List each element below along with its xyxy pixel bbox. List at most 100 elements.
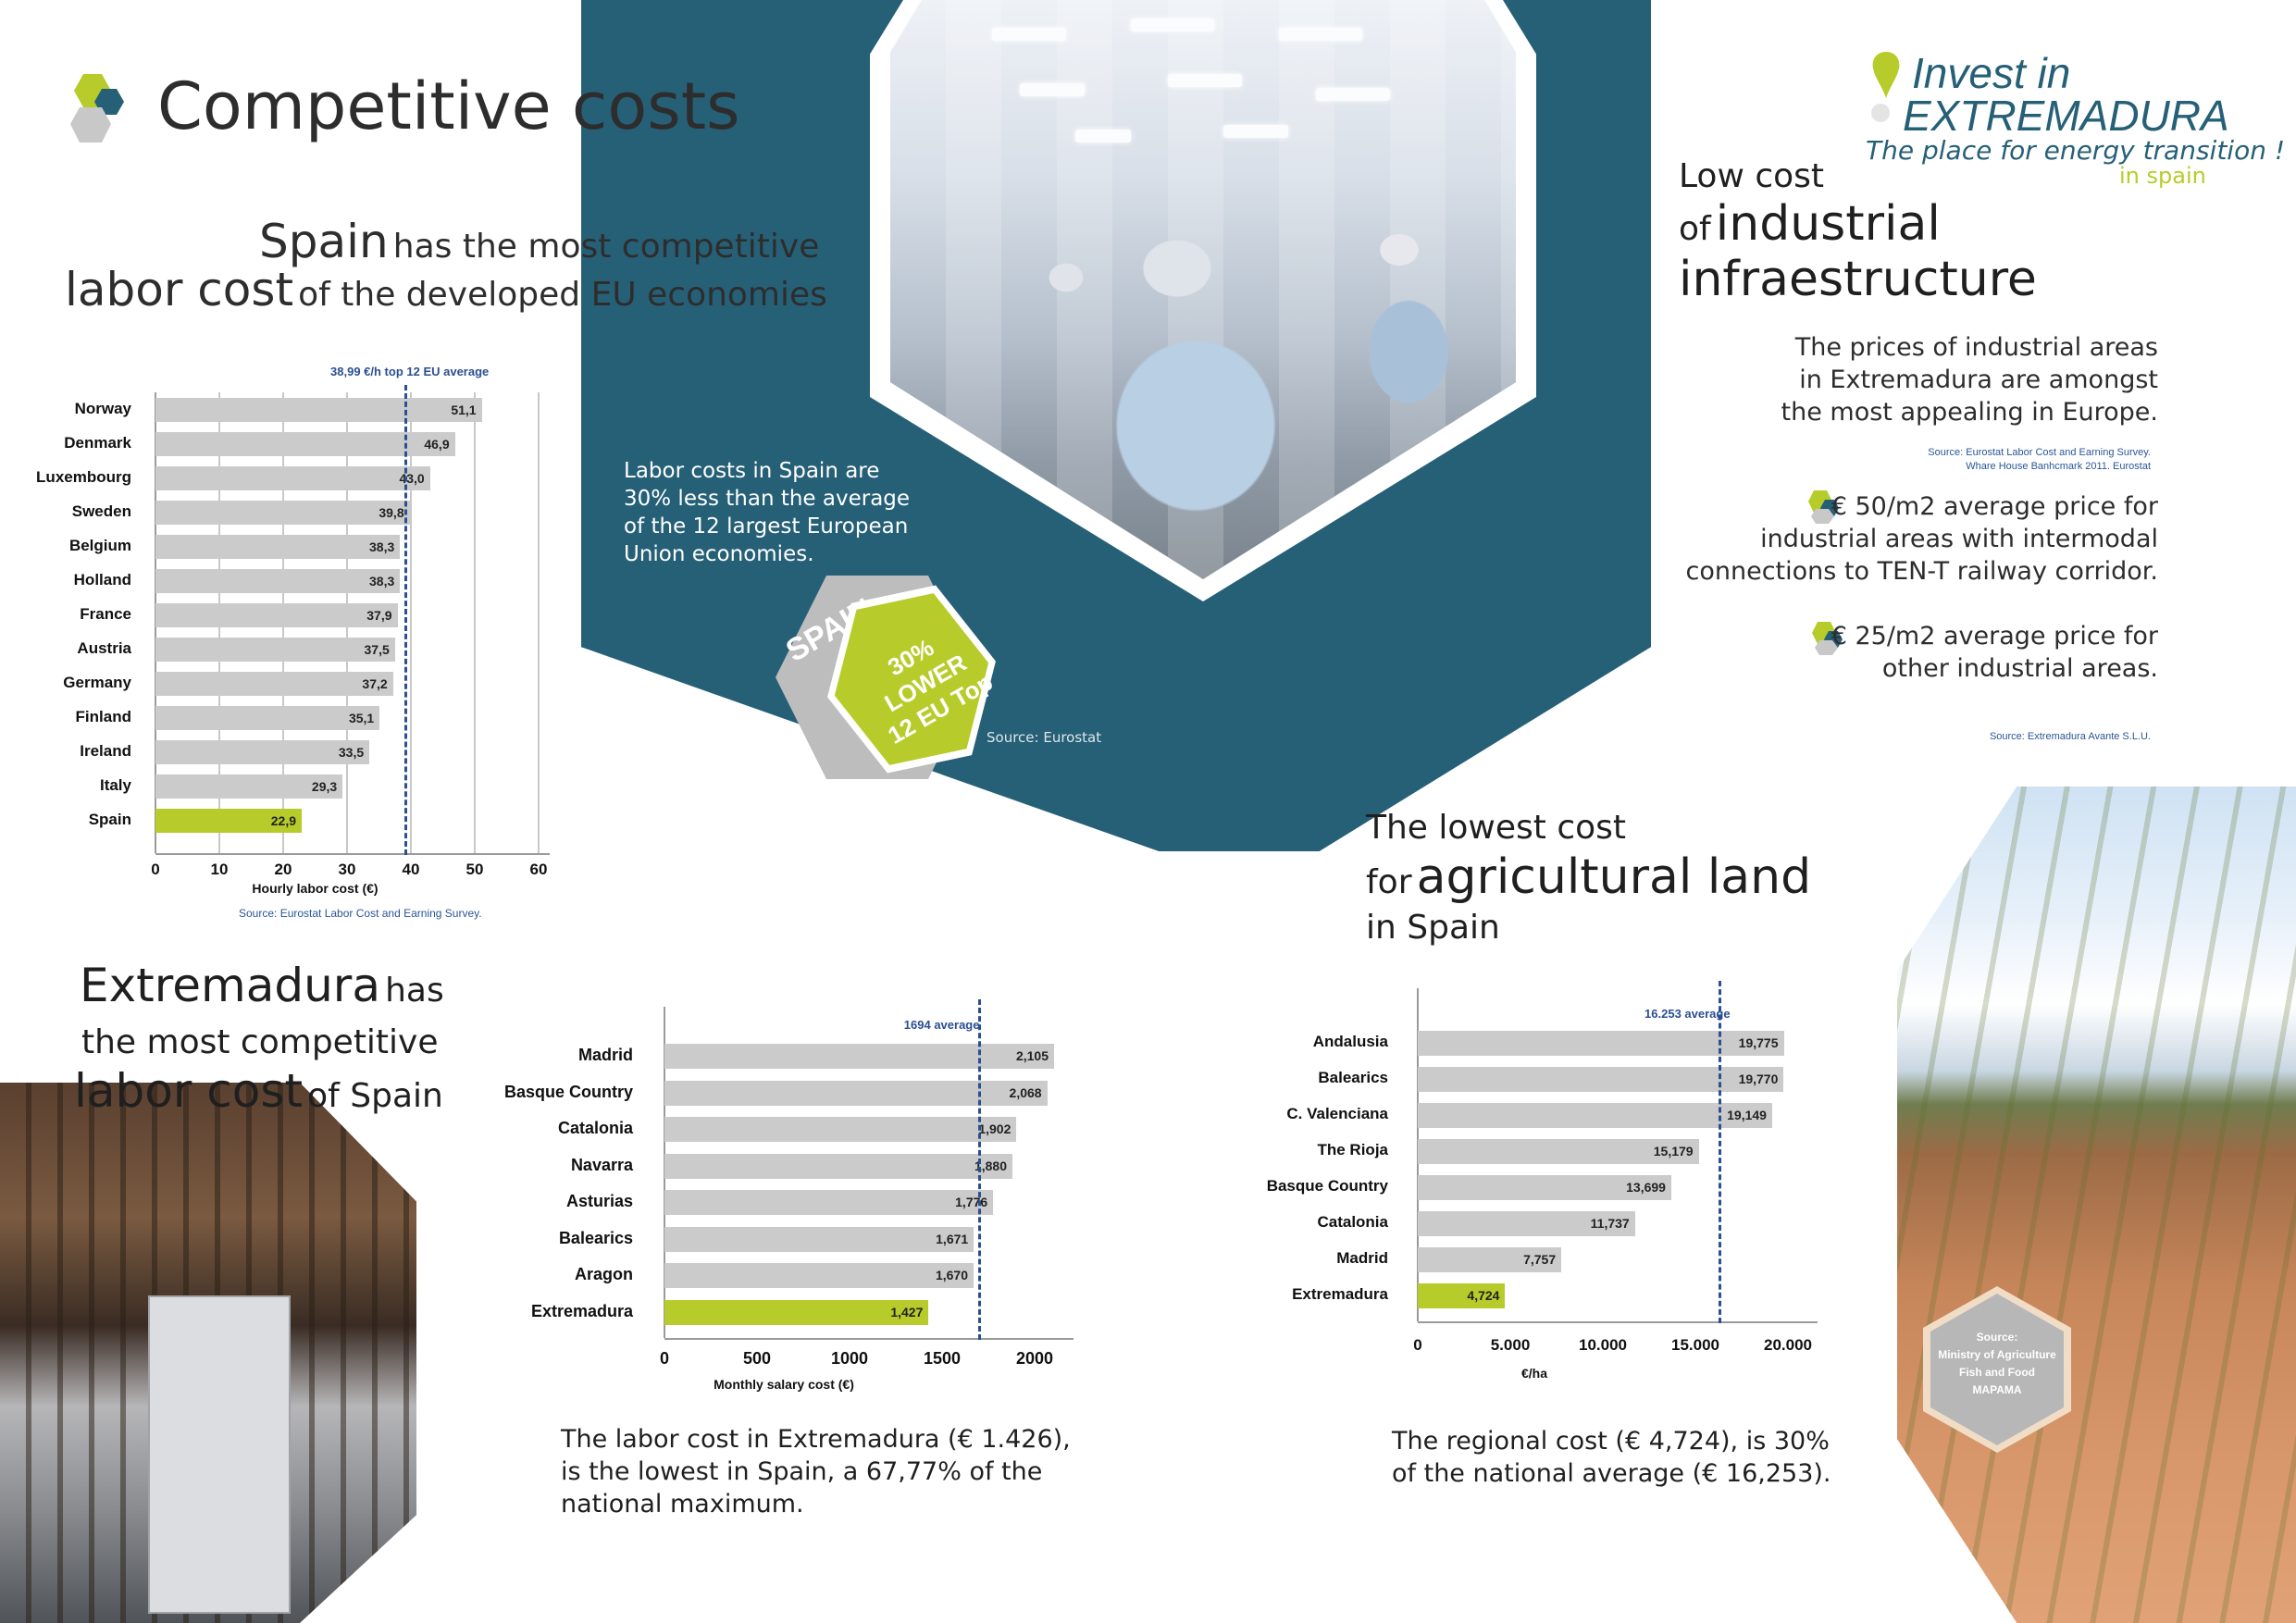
bullet2-line: € 25/m2 average price for xyxy=(1831,622,2158,650)
bar-value-label: 37,2 xyxy=(362,676,388,691)
category-label: Andalusia xyxy=(1312,1033,1388,1050)
category-label: The Rioja xyxy=(1317,1141,1388,1158)
average-line xyxy=(1719,981,1722,1323)
category-label: Extremadura xyxy=(1292,1285,1388,1303)
source-hex-line: Ministry of Agriculture xyxy=(1938,1348,2056,1361)
spain-heading-line1: Spain has the most competitive xyxy=(259,215,819,268)
category-label: Balearics xyxy=(558,1228,633,1247)
bar xyxy=(155,706,380,730)
x-tick-label: 20.000 xyxy=(1764,1336,1812,1354)
category-label: Madrid xyxy=(577,1046,633,1064)
bar-value-label: 1,880 xyxy=(974,1158,1007,1173)
category-label: Austria xyxy=(77,639,131,657)
category-label: Aragon xyxy=(575,1265,633,1283)
source-hex-line: Source: xyxy=(1976,1331,2018,1344)
callout-line: Union economies. xyxy=(624,542,814,566)
category-label: Finland xyxy=(75,708,131,725)
average-line xyxy=(977,999,981,1340)
bar xyxy=(664,1117,1017,1142)
x-tick-label: 15.000 xyxy=(1671,1336,1719,1354)
bar xyxy=(155,569,401,593)
ceiling-lamp xyxy=(1223,125,1288,138)
logo-hex-icon xyxy=(70,74,124,142)
x-tick-label: 20 xyxy=(274,861,292,878)
infra-paragraph: The prices of industrial areas in Extrem… xyxy=(1573,331,2159,428)
bar-value-label: 33,5 xyxy=(338,745,365,760)
extremadura-heading-line2: the most competitive xyxy=(81,1023,439,1061)
x-axis-title: Monthly salary cost (€) xyxy=(714,1377,854,1392)
bar xyxy=(1418,1175,1671,1200)
logo-line2: EXTREMADURA xyxy=(1903,92,2229,140)
source-hex: Source: Ministry of Agriculture Fish and… xyxy=(1930,1294,2064,1445)
category-label: Sweden xyxy=(71,502,131,520)
land-heading-small: for xyxy=(1366,863,1412,901)
ceiling-lamp xyxy=(1131,19,1214,31)
average-label: 1694 average xyxy=(903,1018,980,1032)
spain-heading-rest: has the most competitive xyxy=(392,228,820,266)
bullet-hex-icon xyxy=(1808,490,1839,524)
source-hex-line: MAPAMA xyxy=(1972,1383,2022,1396)
category-label: Balearics xyxy=(1318,1069,1388,1086)
caption-line: The labor cost in Extremadura (€ 1.426), xyxy=(561,1425,1071,1454)
bar xyxy=(1418,1067,1784,1092)
bar-value-label: 39,8 xyxy=(379,505,404,520)
x-tick-label: 10.000 xyxy=(1579,1336,1627,1354)
bar-value-label: 2,105 xyxy=(1015,1048,1049,1063)
bar xyxy=(664,1299,929,1325)
infra-heading-line2: of industrial xyxy=(1679,196,1941,252)
gridline xyxy=(474,392,476,853)
x-axis-line xyxy=(664,1338,1074,1340)
category-label: Ireland xyxy=(80,742,131,760)
chart-source: Source: Eurostat Labor Cost and Earning … xyxy=(239,907,482,920)
x-tick-label: 0 xyxy=(659,1349,670,1368)
infra-para-line: The prices of industrial areas xyxy=(1794,333,2158,362)
bar-value-label: 2,068 xyxy=(1009,1084,1042,1100)
bar xyxy=(664,1044,1054,1069)
bar xyxy=(155,501,410,525)
callout-line: of the 12 largest European xyxy=(624,514,909,539)
infra-heading-big: industrial xyxy=(1715,196,1941,252)
bar-value-label: 38,3 xyxy=(369,539,395,554)
bar xyxy=(664,1190,994,1215)
bar xyxy=(155,672,393,696)
extremadura-heading-rest: has xyxy=(385,972,444,1010)
x-tick-label: 30 xyxy=(338,861,356,878)
extremadura-heading-line1: Extremadura has xyxy=(80,959,444,1012)
x-axis-line xyxy=(155,853,550,855)
infra-heading-line1: Low cost xyxy=(1679,157,1825,195)
bar xyxy=(664,1080,1048,1106)
bar-value-label: 1,671 xyxy=(936,1231,969,1246)
bar xyxy=(155,638,395,662)
category-label: Italy xyxy=(99,776,131,794)
eurostat-source: Source: Eurostat xyxy=(987,729,1102,746)
ceiling-lamp xyxy=(1316,88,1390,101)
bar-value-label: 19,775 xyxy=(1738,1035,1779,1050)
bullet1-line: € 50/m2 average price for xyxy=(1831,492,2158,521)
bar-value-label: 19,770 xyxy=(1738,1072,1779,1086)
bar-value-label: 29,3 xyxy=(311,779,338,794)
source-hex-line: Fish and Food xyxy=(1959,1366,2035,1379)
category-label: Spain xyxy=(88,811,131,828)
x-tick-label: 1000 xyxy=(830,1349,869,1368)
bar xyxy=(155,466,430,490)
bar xyxy=(155,809,302,833)
bar-value-label: 43,0 xyxy=(399,471,425,486)
bar xyxy=(155,740,370,764)
infra-para-line: the most appealing in Europe. xyxy=(1781,398,2159,427)
ceiling-lamp xyxy=(1279,28,1362,41)
bar-value-label: 51,1 xyxy=(451,403,477,417)
bar-value-label: 46,9 xyxy=(424,437,450,452)
spain-heading-big2: labor cost xyxy=(65,263,294,316)
x-axis-title: €/ha xyxy=(1520,1366,1548,1381)
extremadura-heading-big: Extremadura xyxy=(80,959,380,1012)
category-label: Luxembourg xyxy=(36,468,131,486)
bar xyxy=(155,603,398,627)
land-heading-big: agricultural land xyxy=(1416,849,1812,905)
category-label: Extremadura xyxy=(530,1301,633,1320)
bullet-hex-icon xyxy=(1812,622,1843,655)
ceiling-lamp xyxy=(992,28,1066,41)
page-title: Competitive costs xyxy=(157,68,740,144)
bar xyxy=(1418,1247,1562,1272)
infra-source-line: Whare House Banhcmark 2011. Eurostat xyxy=(1966,461,2151,472)
bar xyxy=(1418,1103,1772,1128)
